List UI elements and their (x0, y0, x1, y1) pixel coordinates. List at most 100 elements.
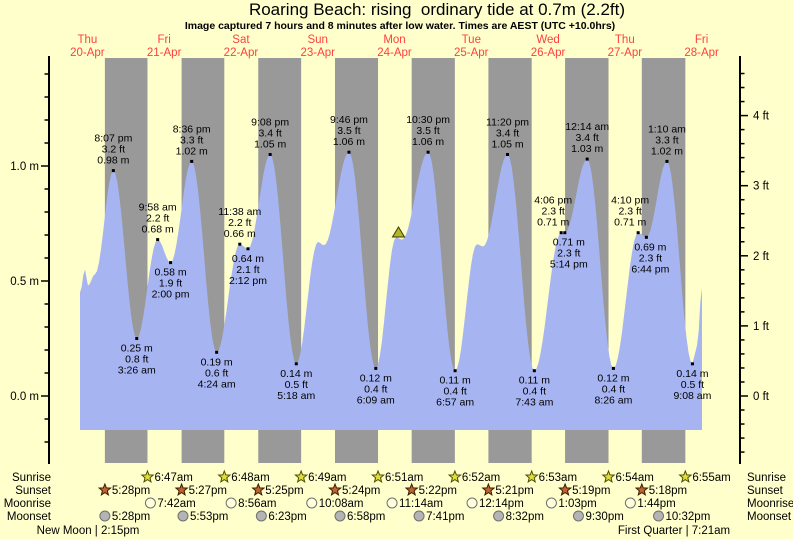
tide-high-minor-annotation: 11:38 am2.2 ft0.66 m (218, 206, 262, 246)
tide-point-dot (506, 153, 510, 156)
day-date-label: 26-Apr (531, 47, 566, 59)
tide-annotation-line: 0.12 m (360, 372, 392, 384)
tide-point-dot (690, 362, 694, 366)
tide-annotation-line: 3.2 ft (102, 144, 125, 156)
tide-annotation-line: 5:14 pm (550, 259, 588, 271)
day-date-label: 25-Apr (454, 47, 489, 59)
tide-annotation-line: 3.3 ft (180, 134, 203, 146)
tide-low-annotation: 0.11 m0.4 ft6:57 am (436, 369, 474, 409)
sunset-time: 5:21pm (495, 485, 533, 497)
tide-low-annotation: 0.12 m0.4 ft8:26 am (594, 366, 633, 406)
sunset-time: 5:19pm (572, 485, 610, 497)
moonset-time: 8:32pm (506, 511, 544, 523)
tide-annotation-line: 4:10 pm (611, 195, 649, 207)
almanac-left-label-moonrise: Moonrise (4, 498, 51, 510)
tide-high-minor-annotation: 4:06 pm2.3 ft0.71 m (534, 195, 572, 235)
tide-high-annotation: 8:07 pm3.2 ft0.98 m (94, 133, 133, 173)
almanac-layer: Sunrise Sunrise 6:47am 6:48am 6:49am 6:51am 6:… (4, 469, 793, 537)
tide-annotation-line: 0.68 m (142, 224, 174, 236)
y-axis-right-label: 2 ft (753, 251, 770, 263)
tide-point-dot (644, 235, 648, 239)
moonset-circle-icon (493, 510, 505, 522)
tide-point-dot (426, 150, 430, 154)
tide-annotation-line: 1.9 ft (159, 278, 182, 290)
almanac-left-label-moonset: Moonset (7, 511, 52, 523)
tide-annotation-line: 3:26 am (118, 365, 156, 377)
tide-annotation-line: 11:38 am (218, 206, 261, 218)
tide-annotation-line: 8:07 pm (94, 133, 132, 145)
day-name-label: Mon (383, 34, 405, 46)
tide-point-dot (268, 153, 272, 156)
tide-annotation-line: 2.3 ft (557, 248, 580, 260)
tide-annotation-line: 2.2 ft (146, 213, 169, 225)
tide-annotation-line: 0.8 ft (125, 354, 148, 366)
tide-annotation-line: 3.3 ft (655, 134, 678, 146)
tide-annotation-line: 9:58 am (139, 202, 177, 214)
sunset-star-icon (97, 482, 112, 497)
tide-annotation-line: 9:08 am (673, 390, 711, 402)
sunrise-time: 6:52am (462, 472, 500, 484)
moonset-time: 6:58pm (347, 511, 385, 523)
tide-high-annotation: 9:46 pm3.5 ft1.06 m (330, 114, 368, 154)
tide-point-dot (246, 247, 250, 251)
moonset-time: 5:53pm (190, 511, 228, 523)
sunrise-star-icon (601, 469, 616, 484)
tide-low-annotation: 0.25 m0.8 ft3:26 am (118, 337, 156, 377)
tide-high-minor-annotation: 9:58 am2.2 ft0.68 m (139, 202, 177, 242)
sunrise-star-icon (140, 469, 155, 484)
tide-area (80, 152, 702, 430)
tide-point-dot (238, 242, 242, 246)
sunset-star-icon (404, 482, 419, 497)
tide-annotation-line: 1.06 m (412, 136, 444, 148)
almanac-left-label-sunrise: Sunrise (12, 472, 51, 484)
tide-annotation-line: 8:26 am (594, 394, 632, 406)
moonset-time: 6:23pm (268, 511, 306, 523)
moonset-time: 10:32pm (666, 511, 711, 523)
y-axis-left-label: 1.0 m (10, 161, 39, 173)
tide-annotation-line: 3.5 ft (416, 125, 439, 137)
tide-annotation-line: 0.71 m (537, 217, 569, 229)
tide-annotation-line: 7:43 am (515, 397, 553, 409)
moonset-circle-icon (413, 510, 425, 522)
current-time-marker-layer (391, 226, 406, 238)
sunset-star-icon (328, 482, 342, 497)
moonrise-time: 7:42am (157, 498, 195, 510)
tide-annotation-line: 2.2 ft (228, 217, 251, 229)
tide-point-dot (559, 231, 563, 235)
tide-annotation-line: 1.05 m (254, 139, 286, 151)
tide-point-dot (563, 231, 567, 235)
sunrise-star-icon (678, 469, 693, 484)
sunset-time: 5:28pm (112, 485, 150, 497)
moonrise-circle-icon (386, 497, 398, 509)
moonset-circle-icon (572, 510, 584, 522)
moonrise-time: 1:44pm (637, 498, 675, 510)
tide-annotation-line: 0.12 m (597, 372, 629, 384)
tide-annotation-line: 0.11 m (439, 375, 471, 387)
sunrise-star-icon (447, 469, 462, 484)
sunset-time: 5:25pm (265, 485, 303, 497)
page-title: Roaring Beach: rising ordinary tide at 0… (249, 0, 625, 19)
sunrise-star-icon (370, 469, 385, 484)
day-date-label: 23-Apr (300, 47, 335, 59)
current-tide-marker-icon (391, 226, 406, 238)
tide-high-annotation: 10:30 pm3.5 ft1.06 m (406, 114, 450, 154)
day-name-label: Wed (536, 34, 559, 46)
tide-annotation-line: 6:44 pm (631, 263, 669, 275)
tide-annotation-line: 6:09 am (357, 394, 395, 406)
tide-point-dot (215, 350, 219, 354)
tide-high-annotation: 1:10 am3.3 ft1.02 m (648, 123, 686, 163)
tide-annotation-line: 12:14 am (565, 121, 609, 133)
moonrise-circle-icon (466, 497, 478, 509)
tide-point-dot (665, 159, 669, 163)
moonset-time: 5:28pm (112, 511, 150, 523)
tide-high-annotation: 12:14 am3.4 ft1.03 m (565, 121, 609, 161)
tide-annotation-line: 0.6 ft (205, 367, 228, 379)
y-axis-right-label: 0 ft (753, 391, 770, 403)
tide-point-dot (532, 369, 536, 373)
tide-annotation-line: 0.14 m (676, 368, 708, 380)
tide-annotation-line: 1.02 m (176, 145, 208, 157)
tide-annotation-line: 1.05 m (491, 139, 523, 151)
tide-annotation-line: 4:24 am (198, 378, 236, 390)
sunset-time: 5:22pm (419, 485, 457, 497)
